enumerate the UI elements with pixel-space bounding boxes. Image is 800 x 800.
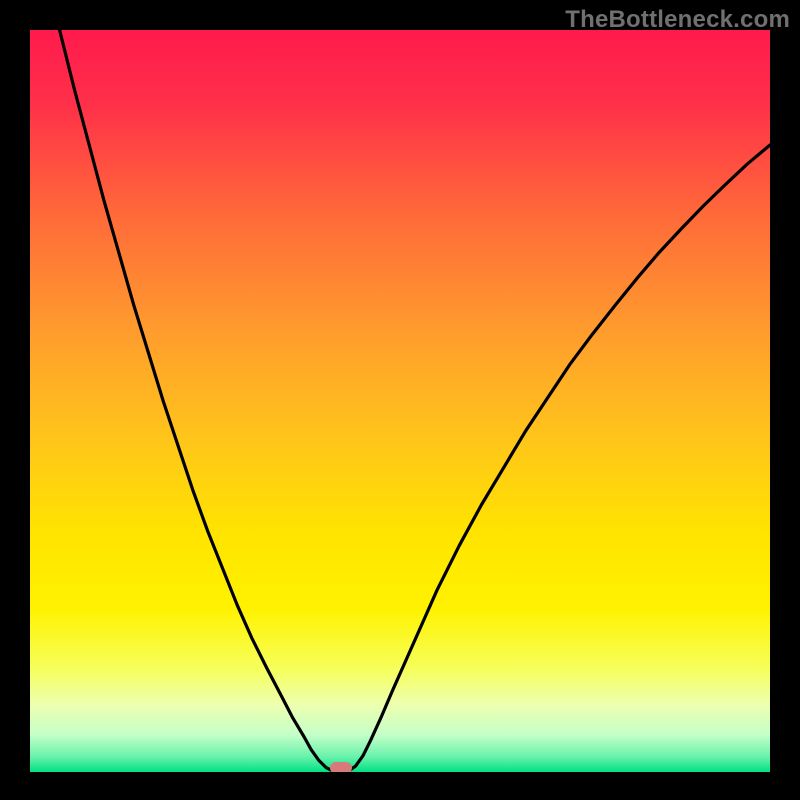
plot-area bbox=[30, 30, 770, 772]
curve-svg bbox=[30, 30, 770, 772]
bottleneck-curve bbox=[60, 30, 770, 772]
optimum-marker bbox=[330, 762, 352, 772]
chart-frame: TheBottleneck.com bbox=[0, 0, 800, 800]
